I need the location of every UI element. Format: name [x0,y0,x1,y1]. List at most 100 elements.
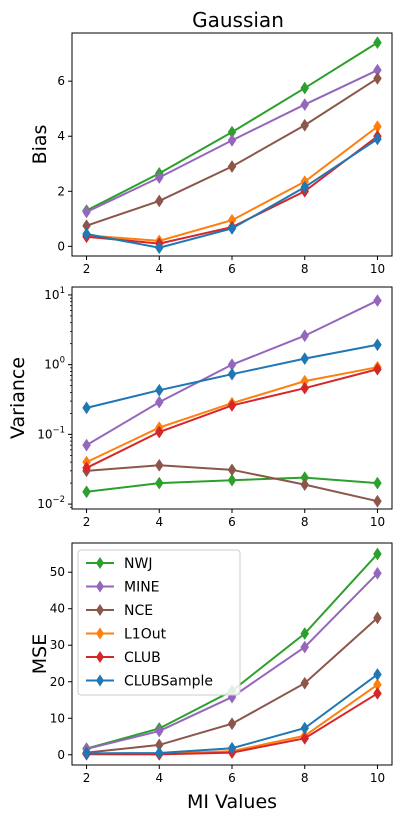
data-point [82,227,91,241]
data-point [300,81,310,95]
legend-label: NWJ [124,556,152,572]
y-axis-label: Variance [7,357,29,439]
x-tick-label: 10 [370,515,385,529]
data-point [373,686,382,700]
y-tick-label: 6 [57,74,65,88]
data-point [154,171,164,184]
data-point [227,741,237,755]
legend-label: L1Out [124,627,167,643]
data-point [154,395,164,409]
data-point [300,381,310,395]
y-tick-label: 0 [57,748,65,762]
y-tick-label: 4 [57,129,65,143]
x-tick-label: 8 [301,262,309,276]
data-point [227,367,237,381]
legend-marker [96,580,104,593]
data-point [154,746,164,760]
y-tick-label: 30 [50,638,65,652]
legend-marker [96,627,104,640]
y-tick-label: 40 [50,602,65,616]
y-tick-label: 20 [50,675,65,689]
y-tick-label: 101 [44,286,65,302]
data-point [82,205,91,219]
data-point [82,401,91,415]
data-point [227,133,237,147]
x-tick-label: 6 [228,515,236,529]
y-tick-label: 100 [44,356,65,372]
y-tick-label: 50 [50,565,65,579]
data-point [373,547,382,561]
data-point [300,676,310,690]
data-point [373,362,382,376]
data-point [300,721,310,735]
legend-marker [96,651,104,663]
data-point [227,160,237,173]
bias-panel: 2 4 6 8 10 0 2 4 6 Bias [29,32,393,276]
data-point [82,461,91,475]
data-point [373,132,382,146]
x-tick-label: 2 [83,771,91,785]
data-point [300,329,310,343]
legend-label: CLUBSample [124,674,213,690]
legend-box [77,549,241,696]
series-line [86,77,378,227]
y-tick-label: 2 [57,184,65,198]
x-tick-label: 8 [301,771,309,785]
x-tick-label: 10 [370,262,385,276]
legend-marker [96,604,104,616]
x-tick-label: 4 [155,515,163,529]
data-point [373,611,382,625]
data-point [300,731,310,745]
x-tick-label: 6 [228,262,236,276]
y-axis-label: MSE [29,634,51,674]
data-point [373,71,382,85]
data-point [82,485,91,499]
data-point [227,717,237,731]
data-point [373,294,382,308]
data-point [82,746,91,760]
legend-label: MINE [124,580,160,596]
legend-label: NCE [124,603,153,619]
data-point [154,476,164,490]
x-axis-label: MI Values [187,791,277,813]
y-tick-label: 10−2 [37,495,65,511]
data-point [373,338,382,352]
x-tick-label: 4 [155,262,163,276]
data-point [373,494,382,508]
y-axis-label: Bias [29,125,51,165]
x-tick-label: 10 [370,771,385,785]
data-point [300,640,310,654]
data-point [154,458,164,472]
data-point [300,98,310,112]
y-tick-label: 10−1 [37,425,65,441]
legend-label: CLUB [124,650,161,666]
data-point [373,566,382,580]
x-tick-label: 8 [301,515,309,529]
x-tick-label: 4 [155,771,163,785]
data-point [154,194,164,208]
y-tick-label: 0 [57,239,65,253]
data-point [300,352,310,366]
data-point [227,398,237,412]
data-point [300,627,310,641]
mse-panel: 2 4 6 8 10 0 10 20 30 40 50 MSE MI Values NWJ MINE NCE L… [29,542,393,813]
x-tick-label: 2 [83,262,91,276]
y-tick-label: 10 [50,711,65,725]
data-point [82,438,91,452]
data-point [154,383,164,397]
data-point [154,425,164,439]
data-point [227,222,237,235]
data-point [373,667,382,681]
data-point [300,180,310,194]
x-tick-label: 6 [228,771,236,785]
data-point [373,36,382,50]
data-point [300,478,310,492]
data-point [227,473,237,487]
legend-marker [96,557,104,569]
figure-title: Gaussian [192,8,284,32]
data-point [227,463,237,477]
legend-marker [96,674,104,687]
variance-panel: 2 4 6 8 10 10−2 10−1 100 101 Variance [7,286,393,529]
data-point [154,241,164,255]
